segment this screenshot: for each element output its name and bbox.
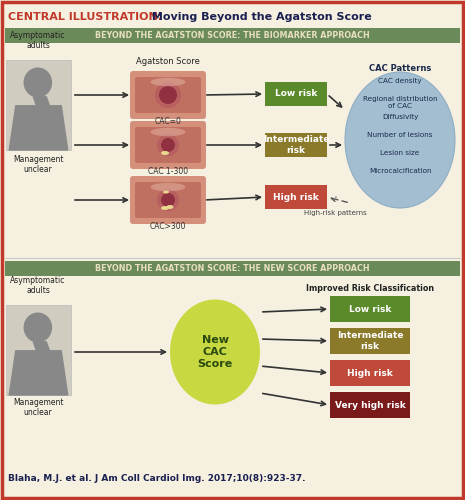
Text: BEYOND THE AGATSTON SCORE: THE BIOMARKER APPROACH: BEYOND THE AGATSTON SCORE: THE BIOMARKER… xyxy=(94,31,369,40)
FancyBboxPatch shape xyxy=(135,77,201,113)
Text: Lesion size: Lesion size xyxy=(380,150,419,156)
Circle shape xyxy=(157,189,179,211)
Text: Microcalcification: Microcalcification xyxy=(369,168,431,174)
Text: New
CAC
Score: New CAC Score xyxy=(197,334,232,370)
Bar xyxy=(330,328,410,354)
Bar xyxy=(265,185,327,209)
FancyBboxPatch shape xyxy=(135,127,201,163)
Text: High risk: High risk xyxy=(273,192,319,202)
Bar xyxy=(330,392,410,418)
Bar xyxy=(330,296,410,322)
Text: Intermediate
risk: Intermediate risk xyxy=(337,332,403,350)
Text: Moving Beyond the Agatston Score: Moving Beyond the Agatston Score xyxy=(148,12,372,22)
Ellipse shape xyxy=(345,72,455,208)
Text: CENTRAL ILLUSTRATION:: CENTRAL ILLUSTRATION: xyxy=(8,12,162,22)
Ellipse shape xyxy=(151,78,186,86)
Bar xyxy=(265,133,327,157)
Text: CAC>300: CAC>300 xyxy=(150,222,186,231)
Text: CAC=0: CAC=0 xyxy=(154,117,181,126)
Text: Blaha, M.J. et al. J Am Coll Cardiol Img. 2017;10(8):923-37.: Blaha, M.J. et al. J Am Coll Cardiol Img… xyxy=(8,474,306,483)
Ellipse shape xyxy=(170,300,260,405)
Bar xyxy=(5,261,460,276)
Bar xyxy=(265,82,327,106)
Polygon shape xyxy=(9,351,68,395)
Text: Number of lesions: Number of lesions xyxy=(367,132,433,138)
Text: CAC density: CAC density xyxy=(378,78,422,84)
Text: Intermediate
risk: Intermediate risk xyxy=(263,136,329,154)
FancyBboxPatch shape xyxy=(130,176,206,224)
Text: Very high risk: Very high risk xyxy=(335,400,405,409)
Ellipse shape xyxy=(161,206,169,210)
Text: Management
unclear: Management unclear xyxy=(13,398,63,417)
Text: Low risk: Low risk xyxy=(275,90,317,98)
Text: BEYOND THE AGATSTON SCORE: THE NEW SCORE APPROACH: BEYOND THE AGATSTON SCORE: THE NEW SCORE… xyxy=(95,264,369,273)
Text: Improved Risk Classification: Improved Risk Classification xyxy=(306,284,434,293)
Text: Asymptomatic
adults: Asymptomatic adults xyxy=(10,30,66,50)
Text: High-risk patterns: High-risk patterns xyxy=(304,210,366,216)
Text: CAC Patterns: CAC Patterns xyxy=(369,64,431,73)
Bar xyxy=(6,305,71,395)
Polygon shape xyxy=(9,106,68,150)
FancyBboxPatch shape xyxy=(130,121,206,169)
FancyBboxPatch shape xyxy=(135,182,201,218)
Text: CAC 1-300: CAC 1-300 xyxy=(148,167,188,176)
Ellipse shape xyxy=(166,205,173,209)
Circle shape xyxy=(161,138,175,152)
Ellipse shape xyxy=(24,68,52,98)
Ellipse shape xyxy=(151,183,186,191)
Ellipse shape xyxy=(151,128,186,136)
Circle shape xyxy=(161,193,175,207)
Text: Asymptomatic
adults: Asymptomatic adults xyxy=(10,276,66,295)
Text: Diffusivity: Diffusivity xyxy=(382,114,418,120)
Text: Low risk: Low risk xyxy=(349,304,391,314)
Bar xyxy=(5,28,460,43)
Text: High risk: High risk xyxy=(347,368,393,378)
Text: Regional distribution
of CAC: Regional distribution of CAC xyxy=(363,96,437,110)
FancyBboxPatch shape xyxy=(130,71,206,119)
Ellipse shape xyxy=(163,190,169,194)
Circle shape xyxy=(155,82,181,108)
Text: Agatston Score: Agatston Score xyxy=(136,57,200,66)
Circle shape xyxy=(157,134,179,156)
Circle shape xyxy=(159,86,177,104)
Ellipse shape xyxy=(24,312,52,342)
Bar xyxy=(330,360,410,386)
Polygon shape xyxy=(33,342,50,351)
Text: Management
unclear: Management unclear xyxy=(13,155,63,174)
Ellipse shape xyxy=(161,151,169,155)
Bar xyxy=(6,60,71,150)
Polygon shape xyxy=(33,97,50,106)
